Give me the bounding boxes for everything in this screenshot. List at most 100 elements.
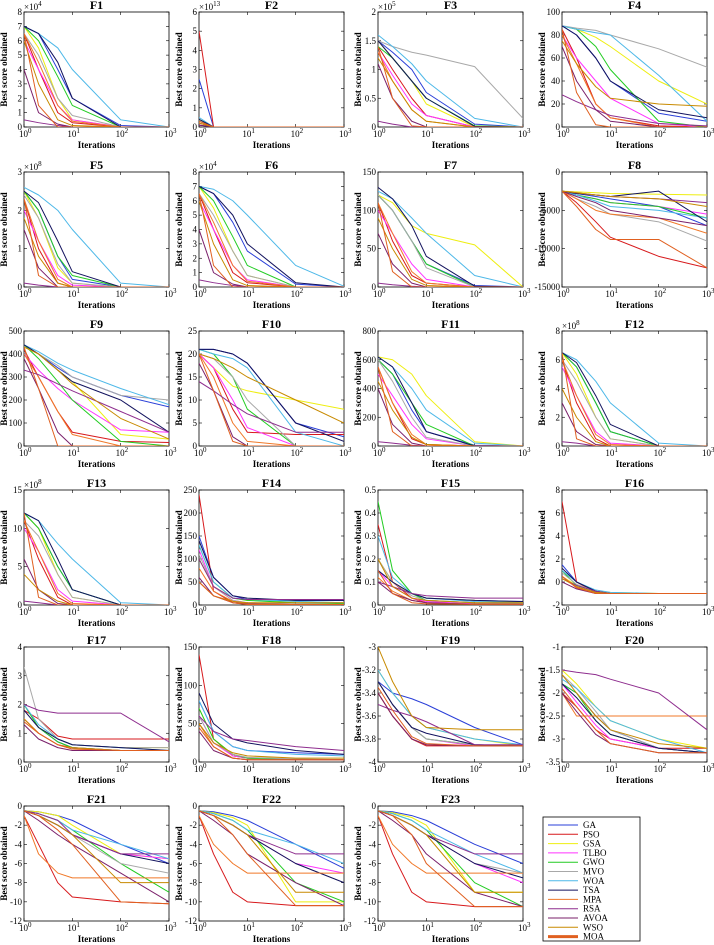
y-axis-label: Best score obtained [174,667,184,741]
x-tick-label: 101 [605,287,618,299]
y-tick-label: 400 [9,349,23,359]
x-tick-label: 102 [291,921,304,933]
convergence-line [562,674,707,749]
y-tick-label: 4 [193,225,198,235]
x-tick-label-exp: 2 [125,921,129,929]
x-tick-label-exp: 0 [28,762,32,770]
legend-label: GSA [583,839,602,849]
x-tick-label: 100 [19,127,32,139]
x-tick-label-base: 10 [194,129,204,139]
y-multiplier-base: ×10 [24,162,39,172]
convergence-line [24,33,169,127]
y-tick-label: 1 [18,244,23,254]
chart-title: F8 [628,158,641,172]
convergence-line [378,359,523,446]
y-tick-label: 2 [18,205,23,215]
x-tick-label-exp: 3 [348,287,352,295]
curves [378,810,523,908]
y-tick-label: 100 [547,7,561,17]
convergence-line [199,715,344,751]
y-tick-label: 0.4 [365,508,377,518]
x-axis-label: Iterations [253,140,291,150]
convergence-line [24,512,169,605]
x-tick-label-exp: 3 [173,127,177,135]
x-tick-label: 100 [557,446,570,458]
y-tick-label: -2 [553,600,561,610]
convergence-line [199,193,344,287]
y-tick-label: -10 [364,897,376,907]
curves [24,344,169,446]
x-tick-label-base: 10 [67,448,77,458]
x-tick-label-exp: 2 [663,762,667,770]
x-tick-label-exp: 3 [348,762,352,770]
y-axis-label: Best score obtained [174,826,184,900]
legend-box [542,816,641,942]
y-tick-label: -3.2 [362,665,376,675]
convergence-line [562,190,707,269]
legend-label: RSA [583,904,601,914]
chart-title: F6 [265,158,278,172]
convergence-line [562,190,707,234]
y-tick-label: 0 [18,600,23,610]
y-tick-label: -1 [553,642,561,652]
convergence-line [378,51,523,127]
x-tick-label: 101 [421,446,434,458]
x-tick-label: 103 [702,605,714,617]
x-tick-label: 101 [421,127,434,139]
x-tick-label-base: 10 [194,448,204,458]
y-tick-label: 3 [193,65,198,75]
x-tick-label-base: 10 [67,923,77,933]
plot-frame [23,11,170,128]
x-tick-label-exp: 1 [251,762,255,770]
x-tick-label-exp: 3 [348,605,352,613]
x-tick-label-exp: 1 [76,127,80,135]
y-tick-label: 2 [193,84,198,94]
x-tick-label-exp: 3 [527,446,531,454]
x-tick-label-base: 10 [421,289,431,299]
convergence-line [24,198,169,287]
convergence-line [199,229,344,287]
convergence-line [378,40,523,127]
x-tick-label-exp: 3 [348,127,352,135]
y-tick-label: -4 [15,839,23,849]
convergence-line [562,94,707,127]
y-tick-label: 3 [18,167,23,177]
chart-title: F3 [444,0,457,12]
x-tick-label: 101 [242,605,255,617]
convergence-line [199,348,344,446]
x-tick-label-exp: 1 [76,762,80,770]
y-axis-label: Best score obtained [537,510,547,584]
y-tick-label: 5 [18,562,23,572]
y-tick-label: -2 [553,688,561,698]
convergence-line [24,198,169,287]
x-tick-label-exp: 0 [203,287,207,295]
x-tick-label: 103 [702,287,714,299]
chart-title: F19 [441,633,460,647]
x-tick-label-exp: 1 [430,605,434,613]
convergence-line [378,581,523,599]
y-multiplier-exp: 5 [392,0,396,8]
x-tick-label-exp: 2 [479,605,483,613]
y-multiplier: ×108 [24,160,42,172]
y-multiplier-base: ×10 [24,480,39,490]
x-tick-label-exp: 2 [479,127,483,135]
x-tick-label-exp: 1 [430,446,434,454]
convergence-line [24,210,169,287]
y-axis-label: Best score obtained [0,351,9,425]
y-axis-label: Best score obtained [174,32,184,106]
x-tick-label: 100 [373,287,386,299]
x-tick-label-base: 10 [654,764,664,774]
y-tick-label: 25 [188,326,198,336]
x-tick-label-exp: 0 [203,127,207,135]
convergence-line [24,520,169,605]
x-tick-label-exp: 1 [614,446,618,454]
x-tick-label-base: 10 [19,289,29,299]
x-tick-label-base: 10 [242,129,252,139]
x-tick-label-exp: 2 [663,446,667,454]
y-tick-label: 0 [372,801,377,811]
x-tick-label-base: 10 [242,289,252,299]
x-tick-label-base: 10 [164,607,174,617]
y-multiplier-exp: 13 [213,0,221,8]
x-tick-label: 101 [242,446,255,458]
chart-title: F10 [262,317,281,331]
